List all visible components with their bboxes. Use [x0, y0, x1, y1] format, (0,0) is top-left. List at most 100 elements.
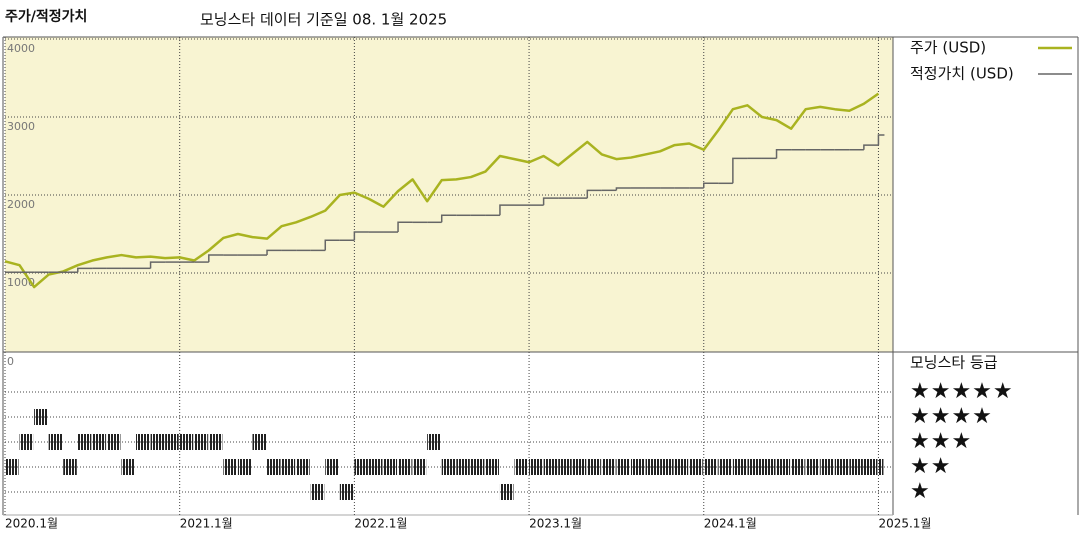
rating-bar	[485, 459, 499, 475]
rating-bar	[543, 459, 558, 475]
rating-bar	[732, 459, 747, 475]
rating-corner-label: 0	[7, 355, 14, 368]
rating-bar	[77, 434, 92, 450]
rating-bar	[761, 459, 776, 475]
price-line	[4, 92, 880, 289]
rating-bar	[281, 459, 296, 475]
rating-bar	[325, 459, 339, 475]
rating-bar	[441, 459, 456, 475]
rating-level-label: ★	[910, 479, 931, 504]
rating-bar	[427, 434, 441, 450]
rating-bar	[150, 434, 165, 450]
rating-bar	[791, 459, 805, 475]
x-tick-label: 2020.1월	[5, 517, 58, 531]
rating-bar	[747, 459, 761, 475]
rating-bar	[412, 459, 427, 475]
rating-bar	[121, 459, 136, 475]
rating-level-label: ★★★★	[910, 404, 993, 429]
legend-label: 주가 (USD)	[910, 39, 986, 57]
rating-level-label: ★★	[910, 454, 951, 479]
rating-bar	[194, 434, 208, 450]
rating-bar	[92, 434, 106, 450]
rating-bar	[718, 459, 732, 475]
rating-bar	[310, 484, 325, 500]
chart-subtitle: 모닝스타 데이터 기준일 08. 1월 2025	[200, 11, 447, 29]
fair-value-step	[586, 189, 602, 199]
fair-value-step	[440, 214, 457, 223]
rating-bar	[470, 459, 485, 475]
x-tick-label: 2023.1월	[529, 517, 582, 531]
rating-bar	[689, 459, 703, 475]
rating-title: 모닝스타 등급	[910, 354, 998, 372]
rating-bar	[383, 459, 398, 475]
legend-label: 적정가치 (USD)	[910, 65, 1014, 83]
rating-bar	[834, 459, 849, 475]
fair-value-step	[542, 197, 559, 206]
rating-bar	[165, 434, 179, 450]
fair-value-step	[775, 149, 792, 159]
y-tick-label: 4000	[7, 42, 35, 55]
rating-bar	[368, 459, 383, 475]
rating-bar	[514, 459, 529, 475]
rating-bar	[601, 459, 616, 475]
fair-value-step	[324, 239, 340, 251]
fair-value-step	[149, 261, 166, 269]
rating-bar	[776, 459, 791, 475]
rating-bar	[48, 434, 63, 450]
rating-bar	[529, 459, 543, 475]
rating-bar	[820, 459, 834, 475]
rating-bar	[19, 434, 34, 450]
fair-value-step	[615, 187, 631, 191]
x-tick-label: 2024.1월	[704, 517, 757, 531]
fair-value-step	[353, 231, 369, 241]
rating-bar	[674, 459, 689, 475]
rating-bar	[398, 459, 412, 475]
rating-bar	[630, 459, 645, 475]
x-tick-label: 2025.1월	[878, 517, 931, 531]
rating-bar	[499, 484, 514, 500]
y-tick-label: 2000	[7, 198, 35, 211]
rating-bar	[878, 459, 884, 475]
rating-bar	[34, 409, 48, 425]
rating-bar	[179, 434, 194, 450]
rating-bar	[703, 459, 718, 475]
rating-bar	[354, 459, 368, 475]
rating-bar	[63, 459, 77, 475]
fair-value-step	[863, 144, 879, 150]
rating-bar	[223, 459, 237, 475]
x-tick-label: 2022.1월	[354, 517, 407, 531]
rating-bar	[296, 459, 310, 475]
rating-level-label: ★★★	[910, 429, 972, 454]
rating-bar	[645, 459, 660, 475]
fair-value-step	[266, 249, 282, 256]
x-tick-label: 2021.1월	[180, 517, 233, 531]
rating-bar	[136, 434, 150, 450]
fair-value-step	[499, 204, 515, 216]
rating-bar	[616, 459, 630, 475]
rating-bar	[572, 459, 587, 475]
rating-bar	[660, 459, 674, 475]
rating-bar	[106, 434, 121, 450]
fair-value-step	[397, 221, 413, 233]
fair-value-step	[877, 134, 885, 146]
rating-bar	[237, 459, 252, 475]
rating-bar	[587, 459, 601, 475]
fair-value-step	[732, 157, 748, 184]
fair-value-step	[77, 267, 93, 273]
rating-bar	[558, 459, 572, 475]
fair-value-step	[703, 182, 719, 188]
rating-bar	[456, 459, 470, 475]
rating-bar	[252, 434, 267, 450]
rating-bar	[339, 484, 354, 500]
fair-value-step	[208, 254, 224, 263]
rating-bar	[267, 459, 281, 475]
rating-bar	[863, 459, 878, 475]
y-tick-label: 3000	[7, 120, 35, 133]
chart-title: 주가/적정가치	[5, 8, 87, 25]
rating-bar	[805, 459, 820, 475]
rating-bar	[5, 459, 19, 475]
rating-bar	[208, 434, 223, 450]
rating-level-label: ★★★★★	[910, 379, 1014, 404]
